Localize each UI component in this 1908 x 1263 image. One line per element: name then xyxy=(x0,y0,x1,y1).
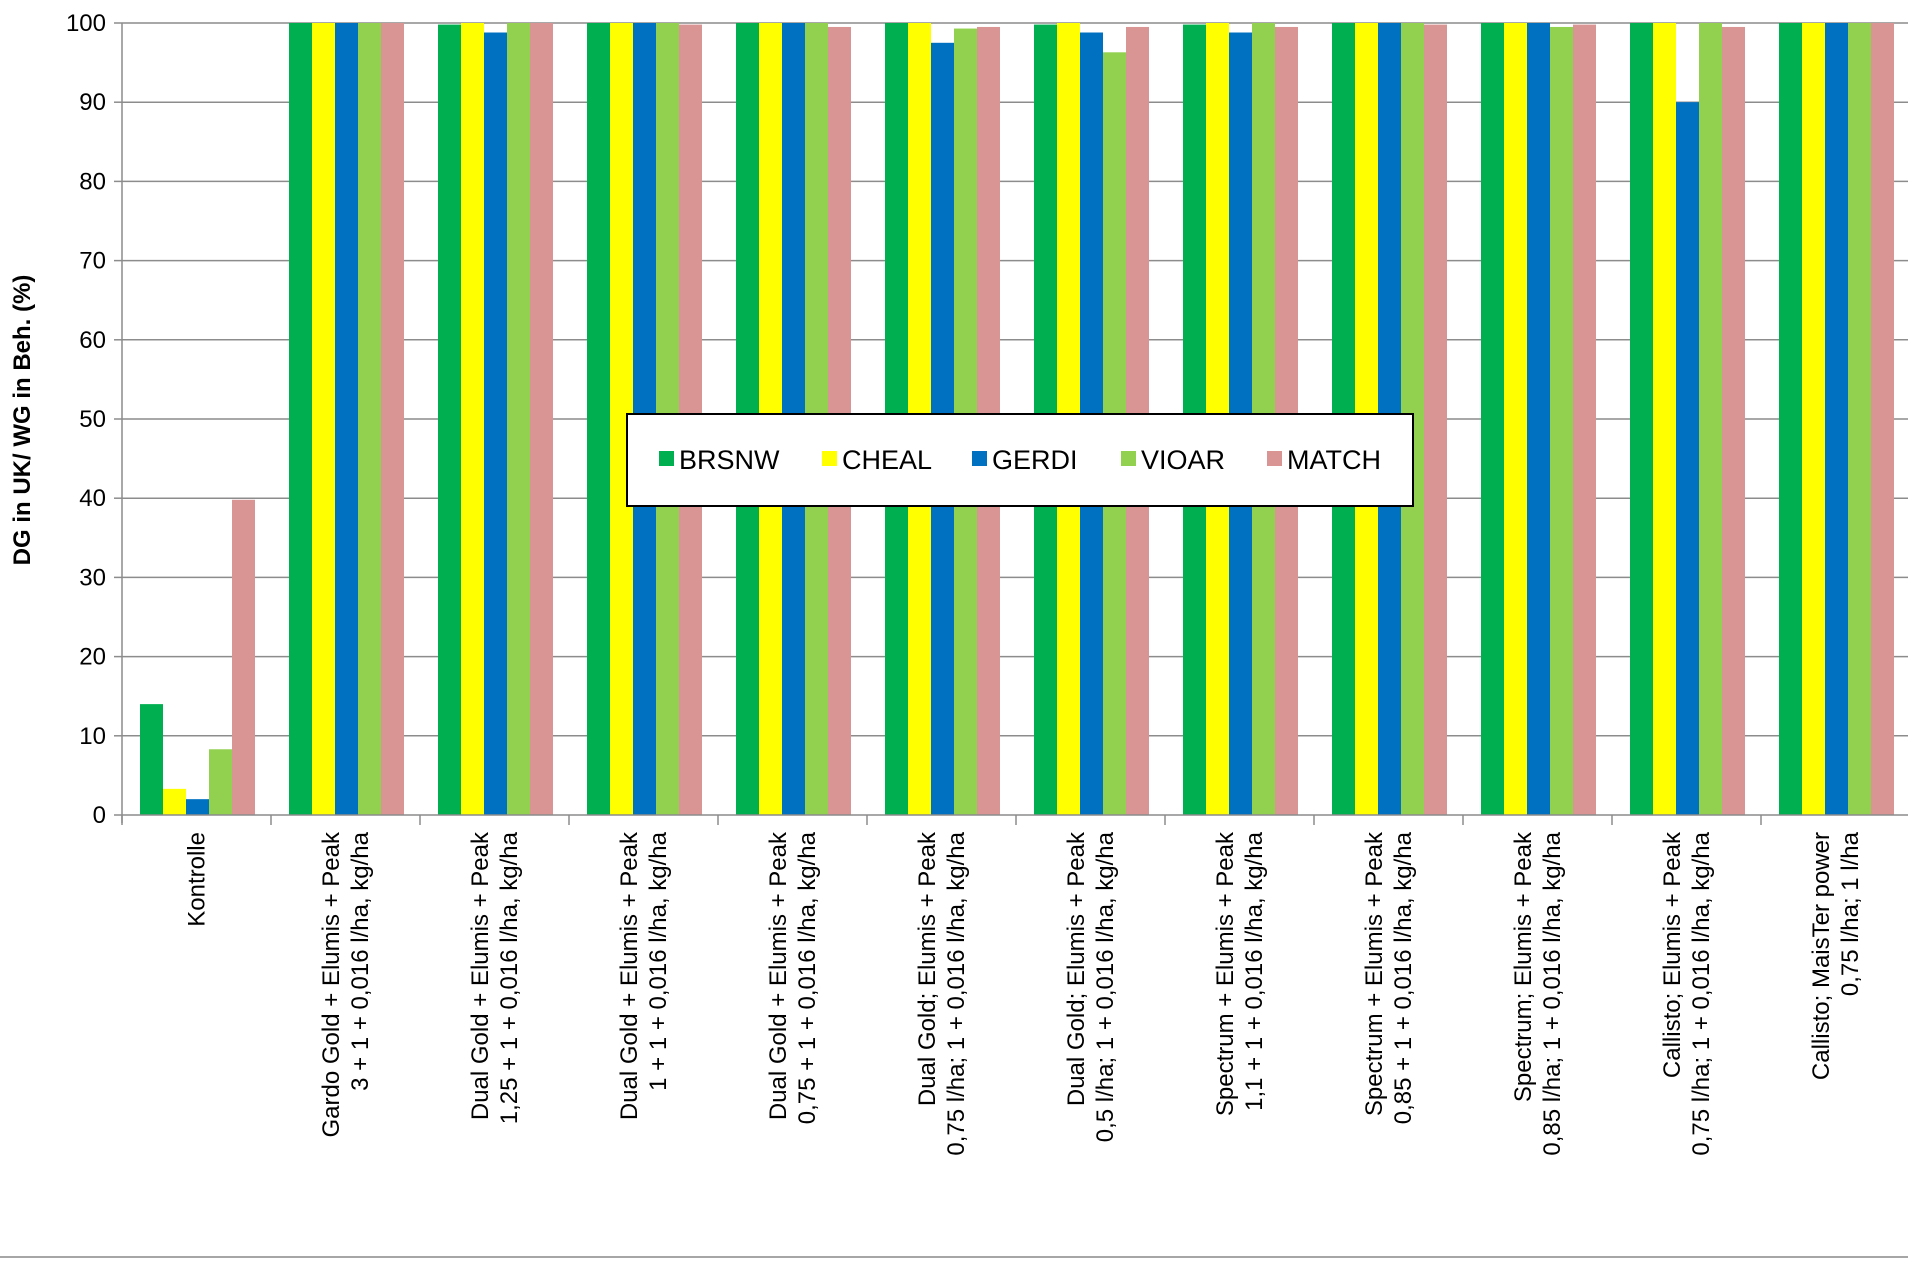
bar-brsnw xyxy=(1630,23,1653,815)
axes xyxy=(114,22,1908,825)
bar-cheal xyxy=(610,23,633,815)
category-label: Dual Gold + Elumis + Peak xyxy=(616,831,643,1120)
category-label: Dual Gold + Elumis + Peak xyxy=(467,831,494,1120)
bar-vioar xyxy=(1699,23,1722,815)
legend-swatch-match xyxy=(1267,451,1282,466)
category-label: Kontrolle xyxy=(184,832,211,927)
bar-vioar xyxy=(1848,23,1871,815)
bar-brsnw xyxy=(1481,23,1504,815)
legend: BRSNW CHEAL GERDI VIOAR MATCH xyxy=(626,413,1414,507)
bar-cheal xyxy=(1802,23,1825,815)
bar-brsnw xyxy=(438,24,461,816)
bar-brsnw xyxy=(140,704,163,815)
y-tick-label: 0 xyxy=(93,802,106,829)
category-label: 0,85 + 1 + 0,016 l/ha, kg/ha xyxy=(1390,831,1417,1124)
category-label: 0,75 l/ha; 1 l/ha xyxy=(1837,831,1864,996)
bar-match xyxy=(530,23,553,815)
bar-match xyxy=(232,499,255,815)
category-label: Spectrum; Elumis + Peak xyxy=(1510,831,1537,1102)
category-label: Spectrum + Elumis + Peak xyxy=(1212,831,1239,1116)
y-tick-label: 100 xyxy=(66,10,106,37)
category-label: Callisto; MaisTer power xyxy=(1808,832,1835,1080)
bar-vioar xyxy=(209,749,232,815)
bar-cheal xyxy=(312,23,335,815)
legend-label-vioar: VIOAR xyxy=(1141,445,1225,475)
bar-vioar xyxy=(1550,26,1573,815)
category-label: 0,85 l/ha; 1 + 0,016 l/ha, kg/ha xyxy=(1539,831,1566,1155)
bar-cheal xyxy=(461,23,484,815)
y-axis-label: DG in UK/ WG in Beh. (%) xyxy=(9,275,36,566)
y-tick-label: 50 xyxy=(79,406,106,433)
category-label: Callisto; Elumis + Peak xyxy=(1659,831,1686,1078)
category-label: Dual Gold; Elumis + Peak xyxy=(914,831,941,1106)
legend-swatch-vioar xyxy=(1121,451,1136,466)
y-tick-label: 80 xyxy=(79,168,106,195)
legend-label-brsnw: BRSNW xyxy=(679,445,780,475)
category-label: Spectrum + Elumis + Peak xyxy=(1361,831,1388,1116)
bar-gerdi xyxy=(1676,102,1699,815)
bar-gerdi xyxy=(1825,23,1848,815)
legend-swatch-cheal xyxy=(822,451,837,466)
legend-label-gerdi: GERDI xyxy=(992,445,1078,475)
y-tick-label: 20 xyxy=(79,644,106,671)
bar-cheal xyxy=(1653,23,1676,815)
category-label: 0,5 l/ha; 1 + 0,016 l/ha, kg/ha xyxy=(1092,831,1119,1142)
bar-vioar xyxy=(507,23,530,815)
bar-gerdi xyxy=(1527,23,1550,815)
category-label: 1,1 + 1 + 0,016 l/ha, kg/ha xyxy=(1241,831,1268,1111)
bar-vioar xyxy=(358,23,381,815)
bar-gerdi xyxy=(335,23,358,815)
bar-match xyxy=(1871,23,1894,815)
legend-label-match: MATCH xyxy=(1287,445,1381,475)
category-label: Dual Gold; Elumis + Peak xyxy=(1063,831,1090,1106)
y-tick-label: 30 xyxy=(79,564,106,591)
category-label: 0,75 l/ha; 1 + 0,016 l/ha, kg/ha xyxy=(1688,831,1715,1155)
category-labels: Kontrolle Gardo Gold + Elumis + Peak 3 + 1… xyxy=(184,831,1865,1156)
bar-cheal xyxy=(163,788,186,815)
category-label: 0,75 l/ha; 1 + 0,016 l/ha, kg/ha xyxy=(943,831,970,1155)
y-tick-label: 70 xyxy=(79,248,106,275)
bar-match xyxy=(1722,26,1745,815)
bar-match xyxy=(381,23,404,815)
bar-brsnw xyxy=(587,23,610,815)
category-label: Dual Gold + Elumis + Peak xyxy=(765,831,792,1120)
y-tick-label: 60 xyxy=(79,327,106,354)
category-label: 3 + 1 + 0,016 l/ha, kg/ha xyxy=(347,831,374,1091)
bar-gerdi xyxy=(484,32,507,815)
legend-label-cheal: CHEAL xyxy=(842,445,932,475)
legend-swatch-gerdi xyxy=(972,451,987,466)
bar-match xyxy=(1573,24,1596,816)
bar-gerdi xyxy=(186,799,209,815)
y-tick-label: 10 xyxy=(79,723,106,750)
y-tick-label: 40 xyxy=(79,485,106,512)
category-label: 1,25 + 1 + 0,016 l/ha, kg/ha xyxy=(496,831,523,1124)
bar-brsnw xyxy=(1779,23,1802,815)
category-label: 0,75 + 1 + 0,016 l/ha, kg/ha xyxy=(794,831,821,1124)
legend-swatch-brsnw xyxy=(659,451,674,466)
bar-cheal xyxy=(1504,23,1527,815)
y-tick-labels: 0 10 20 30 40 50 60 70 80 90 100 xyxy=(66,10,106,829)
y-tick-label: 90 xyxy=(79,89,106,116)
bar-match xyxy=(1424,24,1447,816)
bar-brsnw xyxy=(289,23,312,815)
category-label: Gardo Gold + Elumis + Peak xyxy=(318,831,345,1137)
category-label: 1 + 1 + 0,016 l/ha, kg/ha xyxy=(645,831,672,1091)
